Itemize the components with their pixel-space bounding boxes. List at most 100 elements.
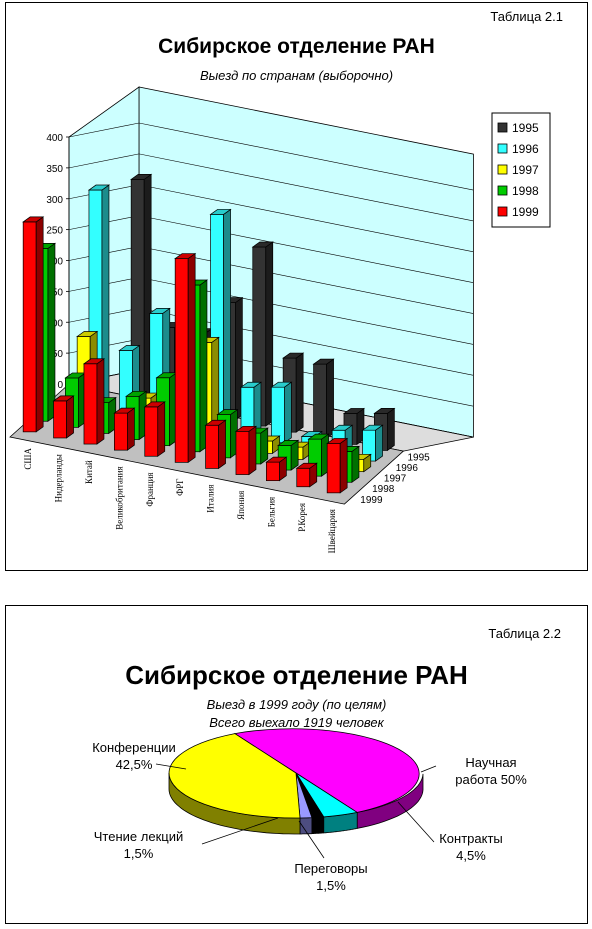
bar-front: [144, 406, 159, 457]
bar-top: [118, 345, 141, 351]
table-label: Таблица 2.2: [488, 626, 561, 641]
slice-label-lectures: Чтение лекций 1,5%: [76, 828, 201, 862]
bar-side: [127, 407, 135, 451]
bar-chart-panel: Таблица 2.1 Сибирское отделение РАН Выез…: [5, 2, 588, 571]
bar-1999-5: [174, 252, 197, 464]
chart-title: Сибирское отделение РАН: [125, 660, 468, 690]
x-category-label: Бельгия: [266, 497, 276, 527]
bar-side: [157, 401, 166, 457]
chart-subtitle-line1: Выезд в 1999 году (по целям): [206, 697, 387, 712]
bar-side: [66, 395, 74, 439]
legend-label: 1998: [512, 184, 539, 198]
bar-top: [373, 408, 396, 414]
bar-side: [248, 425, 257, 476]
bar-top: [312, 358, 335, 365]
bar-1999-9: [295, 462, 318, 488]
bar-1999-2: [82, 358, 106, 445]
bar-front: [114, 412, 128, 451]
bar-top: [307, 433, 330, 440]
legend-label: 1999: [512, 205, 539, 219]
bar-top: [265, 456, 288, 463]
bar-top: [300, 431, 323, 437]
bar-top: [216, 409, 239, 415]
x-category-label: Италия: [206, 485, 216, 513]
x-category-label: Франция: [145, 472, 155, 506]
bar-top: [331, 424, 354, 431]
bar-top: [143, 401, 166, 408]
bar-top: [125, 390, 148, 397]
leader-line: [201, 817, 279, 845]
pie-slice-Конференции: [168, 733, 301, 819]
slice-label-line: 4,5%: [456, 848, 486, 863]
bar-1999-6: [204, 419, 227, 470]
bar-1999-10: [326, 437, 349, 494]
legend-swatch: [497, 185, 508, 196]
bar-1999-1: [52, 395, 75, 439]
bar-1999-0: [22, 216, 45, 433]
bar-side: [260, 427, 269, 465]
bar-front: [266, 461, 280, 482]
x-category-label: Нидерланды: [54, 454, 64, 502]
bar-top: [22, 216, 45, 223]
bar-side: [284, 381, 292, 444]
bar-side: [295, 352, 304, 433]
slice-label-conferences: Конференции 42,5%: [74, 739, 194, 773]
x-category-label: Р.Корея: [297, 503, 307, 532]
x-category-label: ФРГ: [175, 479, 185, 496]
slice-label-line: Конференции: [92, 740, 176, 755]
slice-label-line: 1,5%: [123, 846, 154, 861]
bar-top: [295, 462, 318, 469]
bar-side: [387, 407, 395, 452]
chart-title: Сибирское отделение РАН: [158, 35, 435, 58]
legend-label: 1995: [512, 121, 539, 135]
bar-top: [174, 253, 197, 259]
bar-side: [375, 424, 383, 462]
slice-label-contracts: Контракты 4,5%: [421, 830, 521, 864]
gridline: [138, 215, 474, 284]
bar-side: [351, 445, 360, 483]
bar-side: [326, 358, 334, 439]
bar-front: [271, 386, 285, 444]
bar-side: [47, 242, 56, 422]
gridline: [68, 153, 140, 169]
y-tick-label: 300: [46, 195, 63, 206]
bar-front: [53, 400, 67, 439]
legend-swatch: [497, 122, 508, 133]
gridline: [138, 122, 474, 191]
bar-1996-7: [270, 381, 293, 444]
bar-top: [82, 358, 106, 365]
bar-1999-7: [234, 425, 258, 476]
bar-front: [313, 363, 327, 439]
depth-axis-label: 1997: [384, 474, 407, 485]
bar-top: [52, 395, 75, 402]
leader-line: [397, 801, 435, 843]
pie-side-Переговоры: [311, 816, 325, 834]
gridline: [68, 122, 140, 138]
legend-swatch: [497, 206, 508, 217]
bar-top: [361, 424, 384, 431]
x-category-label: Швейцария: [327, 509, 337, 553]
bar-1999-3: [113, 407, 136, 451]
bar-top: [209, 209, 232, 215]
bar-top: [76, 331, 99, 337]
chart-subtitle: Выезд по странам (выборочно): [199, 68, 394, 83]
bar-top: [342, 408, 366, 414]
y-tick-label: 400: [46, 133, 63, 144]
legend-swatch: [497, 164, 508, 175]
bar-chart-svg: 050100150200250300350400СШАНидерландыКит…: [9, 86, 551, 553]
bar-top: [234, 425, 258, 432]
bar-side: [218, 419, 226, 470]
bar-side: [339, 437, 348, 494]
bar-front: [174, 258, 189, 463]
depth-axis-label: 1998: [372, 484, 395, 495]
y-tick-label: 350: [46, 164, 63, 175]
slice-label-line: 1,5%: [316, 878, 346, 893]
bar-1999-4: [143, 401, 166, 457]
x-category-label: США: [23, 448, 33, 470]
bar-1996-10: [361, 424, 384, 462]
bar-front: [83, 363, 98, 445]
pie-slice-Научная работа: [233, 728, 420, 813]
slice-label-line: Научная: [465, 755, 517, 770]
legend-label: 1996: [512, 142, 539, 156]
bar-1995-6: [251, 241, 274, 427]
